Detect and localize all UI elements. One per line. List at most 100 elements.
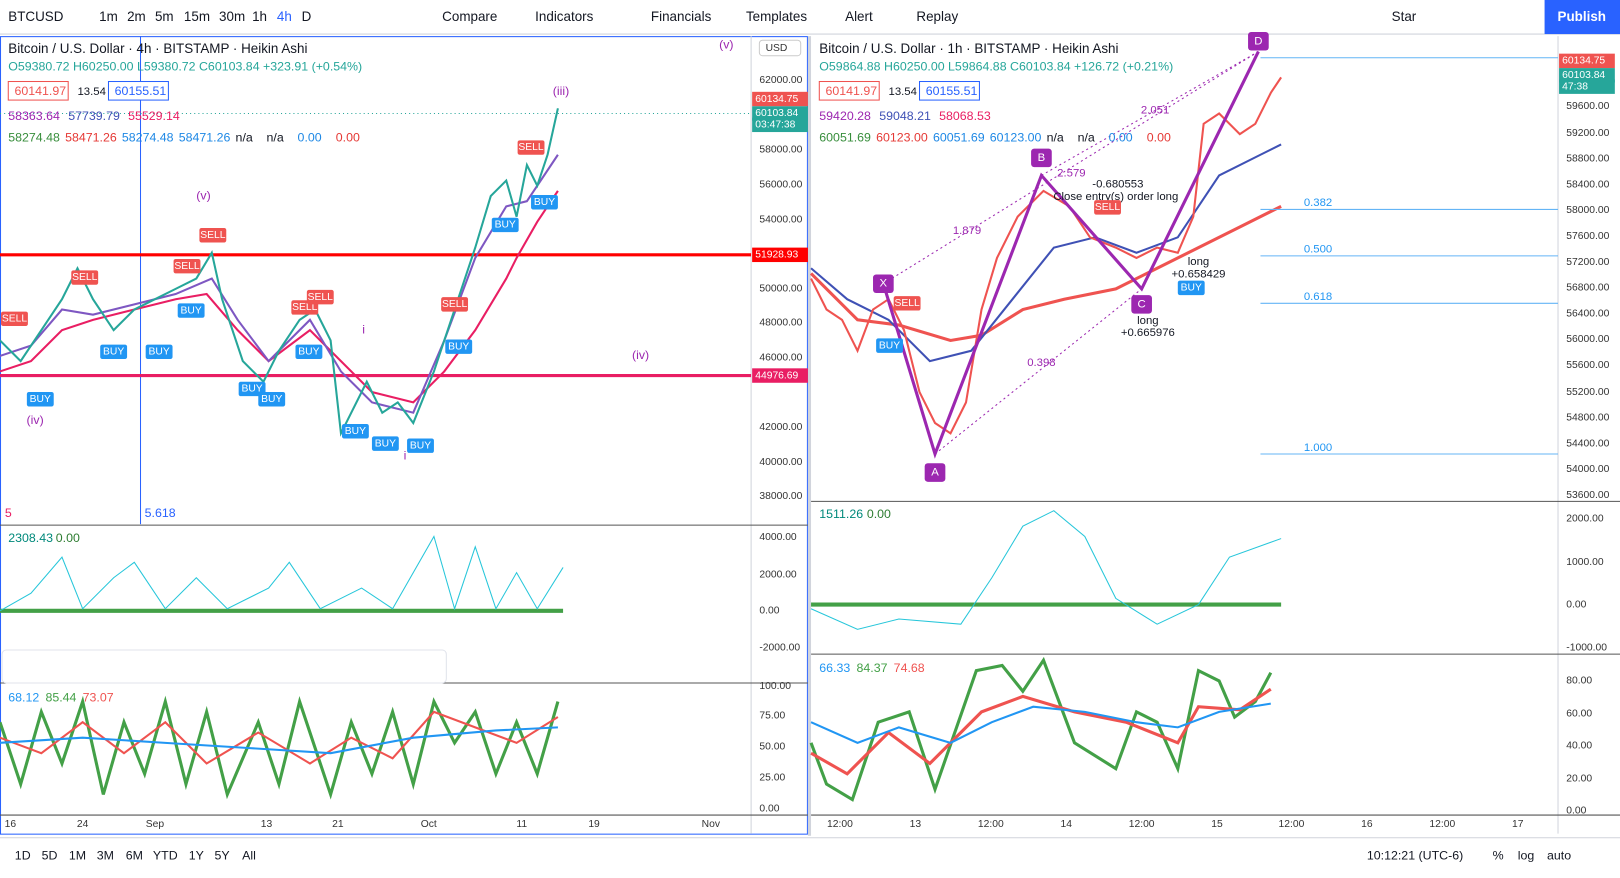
toolbar-button[interactable]: Compare: [442, 9, 497, 24]
macd-histogram: [0, 535, 564, 612]
rsi-tick-label: 25.00: [759, 773, 785, 784]
price-tick-label: 53600.00: [1566, 490, 1609, 501]
interval[interactable]: 1m: [99, 9, 118, 24]
toolbar: [0, 0, 1620, 35]
sell-signal: [1, 311, 28, 327]
layout-name[interactable]: Star: [1392, 9, 1417, 24]
range-button[interactable]: 3M: [97, 849, 114, 863]
price-tick-label: 56000.00: [759, 179, 802, 190]
wave-label: i: [362, 322, 365, 336]
range-button[interactable]: 1D: [15, 849, 31, 863]
macd-legend: 2308.43: [8, 531, 53, 545]
interval[interactable]: 5m: [155, 9, 174, 24]
price-tick-label: 62000.00: [759, 75, 802, 86]
time-tick-label: Oct: [421, 819, 437, 830]
publish-label[interactable]: Publish: [1558, 9, 1606, 24]
price-flag-label: 51928.93: [755, 250, 798, 261]
rsi-legend: 73.07: [83, 691, 114, 705]
pattern-point: [873, 274, 894, 294]
range-button[interactable]: 6M: [126, 849, 143, 863]
price-tick-label: 54800.00: [1566, 413, 1609, 424]
drawing-toolbar[interactable]: [1, 649, 447, 684]
interval[interactable]: 15m: [184, 9, 210, 24]
price-flag: [752, 247, 808, 263]
buy-label: BUY: [181, 305, 202, 316]
bid: 60141.97: [14, 84, 66, 98]
indicator-value: 0.00: [1109, 131, 1133, 145]
buy-label: BUY: [448, 341, 469, 352]
rsi-tick-label: 40.00: [1566, 741, 1592, 752]
buy-signal: [295, 344, 323, 360]
range-button[interactable]: 1Y: [189, 849, 204, 863]
toolbar-button[interactable]: Indicators: [535, 9, 593, 24]
buy-label: BUY: [148, 347, 169, 358]
toolbar-button[interactable]: Templates: [746, 9, 807, 24]
price-flag: [1559, 79, 1615, 94]
wave-label: i: [404, 448, 407, 462]
rsi-tick-label: 75.00: [759, 711, 785, 722]
range-button[interactable]: 5Y: [215, 849, 230, 863]
sell-label: SELL: [2, 314, 28, 325]
rsi-tick-label: 60.00: [1566, 709, 1592, 720]
indicator-value: 58363.64: [8, 109, 60, 123]
range-button[interactable]: 5D: [42, 849, 58, 863]
buy-label: BUY: [261, 394, 282, 405]
macd-legend: 1511.26: [819, 507, 863, 521]
price-tick-label: 59600.00: [1566, 101, 1609, 112]
price-flag: [752, 106, 808, 121]
interval[interactable]: 30m: [219, 9, 245, 24]
scale-option[interactable]: log: [1518, 849, 1535, 863]
range-button[interactable]: All: [242, 849, 256, 863]
time-tick-label: 12:00: [1129, 819, 1155, 830]
wave-label: (v): [719, 38, 733, 52]
indicator-value: n/a: [1047, 131, 1064, 145]
sell-signal: [306, 289, 334, 305]
interval[interactable]: D: [302, 9, 312, 24]
range-button[interactable]: YTD: [153, 849, 178, 863]
publish-button[interactable]: [1544, 0, 1620, 35]
price-tick-label: 55200.00: [1566, 387, 1609, 398]
indicator-value: n/a: [267, 131, 284, 145]
rsi-tick-label: 100.00: [759, 681, 791, 692]
currency: USD: [766, 43, 788, 54]
buy-signal: [1177, 280, 1205, 296]
price-tick-label: 42000.00: [759, 422, 802, 433]
indicator-value: 59048.21: [879, 109, 931, 123]
left-pane-frame: [0, 36, 808, 835]
time-tick-label: 15: [1211, 819, 1223, 830]
rsi-line: [0, 695, 560, 800]
indicator-value: 0.00: [298, 131, 322, 145]
interval[interactable]: 2m: [127, 9, 146, 24]
price-tick-label: 48000.00: [759, 318, 802, 329]
price-flag-label: 60134.75: [1562, 56, 1605, 67]
time-tick-label: 12:00: [1279, 819, 1305, 830]
price-tick-label: 57600.00: [1566, 231, 1609, 242]
time-tick-label: 24: [77, 819, 89, 830]
macd-tick-label: 1000.00: [1566, 557, 1604, 568]
price-tick-label: 50000.00: [759, 284, 802, 295]
interval[interactable]: 1h: [252, 9, 267, 24]
pattern-point: [1248, 31, 1269, 51]
fib-label: 0.618: [1304, 291, 1332, 303]
range-button[interactable]: 1M: [69, 849, 86, 863]
rsi-legend: 84.37: [856, 661, 887, 675]
toolbar-button[interactable]: Financials: [651, 9, 712, 24]
ask: 60155.51: [115, 84, 167, 98]
bid-box: [7, 80, 69, 101]
scale-option[interactable]: auto: [1547, 849, 1571, 863]
time-tick-label: 13: [910, 819, 922, 830]
rsi-tick-label: 0.00: [1566, 806, 1586, 817]
sell-signal: [71, 270, 99, 285]
buy-signal: [371, 436, 399, 451]
rsi-tick-label: 80.00: [1566, 676, 1592, 687]
price-tick-label: 56800.00: [1566, 283, 1609, 294]
interval[interactable]: 4h: [277, 9, 292, 24]
toolbar-button[interactable]: Alert: [845, 9, 873, 24]
ma-line: [0, 190, 559, 404]
rsi-line: [810, 687, 1272, 776]
toolbar-button[interactable]: Replay: [916, 9, 958, 24]
scale-option[interactable]: %: [1493, 849, 1504, 863]
symbol[interactable]: BTCUSD: [8, 9, 63, 24]
buy-signal: [341, 424, 369, 439]
price-flag-label: 44976.69: [755, 370, 798, 381]
